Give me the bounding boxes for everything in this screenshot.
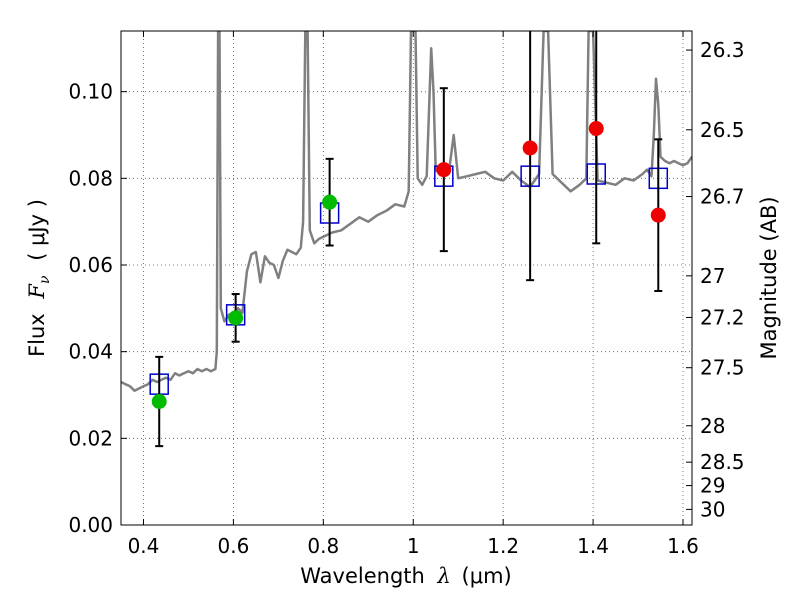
plot-frame bbox=[120, 30, 693, 526]
x-tick-label: 1.2 bbox=[487, 534, 519, 558]
y2-tick-label: 30 bbox=[700, 497, 725, 521]
error-bars bbox=[151, 31, 666, 448]
y-tick-label: 0.06 bbox=[68, 253, 113, 277]
model-spectrum-line bbox=[121, 31, 692, 392]
x-tick-label: 1.4 bbox=[577, 534, 609, 558]
x-axis-label-symbol: λ bbox=[437, 564, 451, 588]
red-data-point bbox=[588, 121, 604, 136]
y-axis-label-sub: ν bbox=[37, 275, 53, 284]
y2-tick-label: 26.3 bbox=[700, 38, 745, 62]
x-tick-label: 0.8 bbox=[307, 534, 339, 558]
red-data-point bbox=[522, 140, 538, 156]
x-tick-label: 0.6 bbox=[217, 534, 249, 558]
y2-tick-label: 26.7 bbox=[700, 185, 745, 209]
x-axis-label: Wavelength λ (μm) bbox=[300, 564, 511, 588]
x-tick-label: 0.4 bbox=[128, 534, 160, 558]
y-tick-label: 0.08 bbox=[68, 166, 113, 190]
y-tick-label: 0.00 bbox=[68, 513, 113, 537]
ticks: 0.4 0.6 0.8 1 1.2 1.4 1.6 0.00 0.02 0.04 0.06 0.08 0… bbox=[68, 31, 745, 558]
y-axis-label-prefix: Flux bbox=[25, 313, 49, 357]
y2-axis-label: Magnitude (AB) bbox=[757, 196, 781, 359]
y2-tick-label: 29 bbox=[700, 474, 725, 498]
y2-tick-label: 28 bbox=[700, 414, 725, 438]
y-axis-label-unit: ( μJy ) bbox=[25, 199, 49, 261]
y2-tick-label: 28.5 bbox=[700, 450, 745, 474]
y2-tick-label: 27.2 bbox=[700, 305, 745, 329]
x-axis-label-prefix: Wavelength bbox=[300, 564, 425, 588]
green-data-point bbox=[151, 394, 167, 409]
x-tick-label: 1 bbox=[407, 534, 420, 558]
y-axis-label-symbol: F bbox=[25, 283, 49, 300]
y-tick-label: 0.02 bbox=[68, 426, 113, 450]
green-data-point bbox=[228, 310, 244, 326]
y-tick-label: 0.04 bbox=[68, 340, 113, 364]
green-data-point bbox=[322, 194, 338, 210]
y2-tick-label: 26.5 bbox=[700, 118, 745, 142]
x-tick-label: 1.6 bbox=[667, 534, 699, 558]
grid bbox=[121, 31, 692, 526]
x-axis-label-unit: (μm) bbox=[462, 564, 512, 588]
y2-tick-label: 27.5 bbox=[700, 356, 745, 380]
y-tick-label: 0.10 bbox=[68, 80, 113, 104]
red-data-point bbox=[436, 162, 452, 178]
red-data-point bbox=[650, 207, 666, 223]
y-axis-label: Flux Fν ( μJy ) bbox=[25, 199, 54, 357]
data-layer bbox=[121, 31, 692, 395]
y2-tick-label: 27 bbox=[700, 264, 725, 288]
